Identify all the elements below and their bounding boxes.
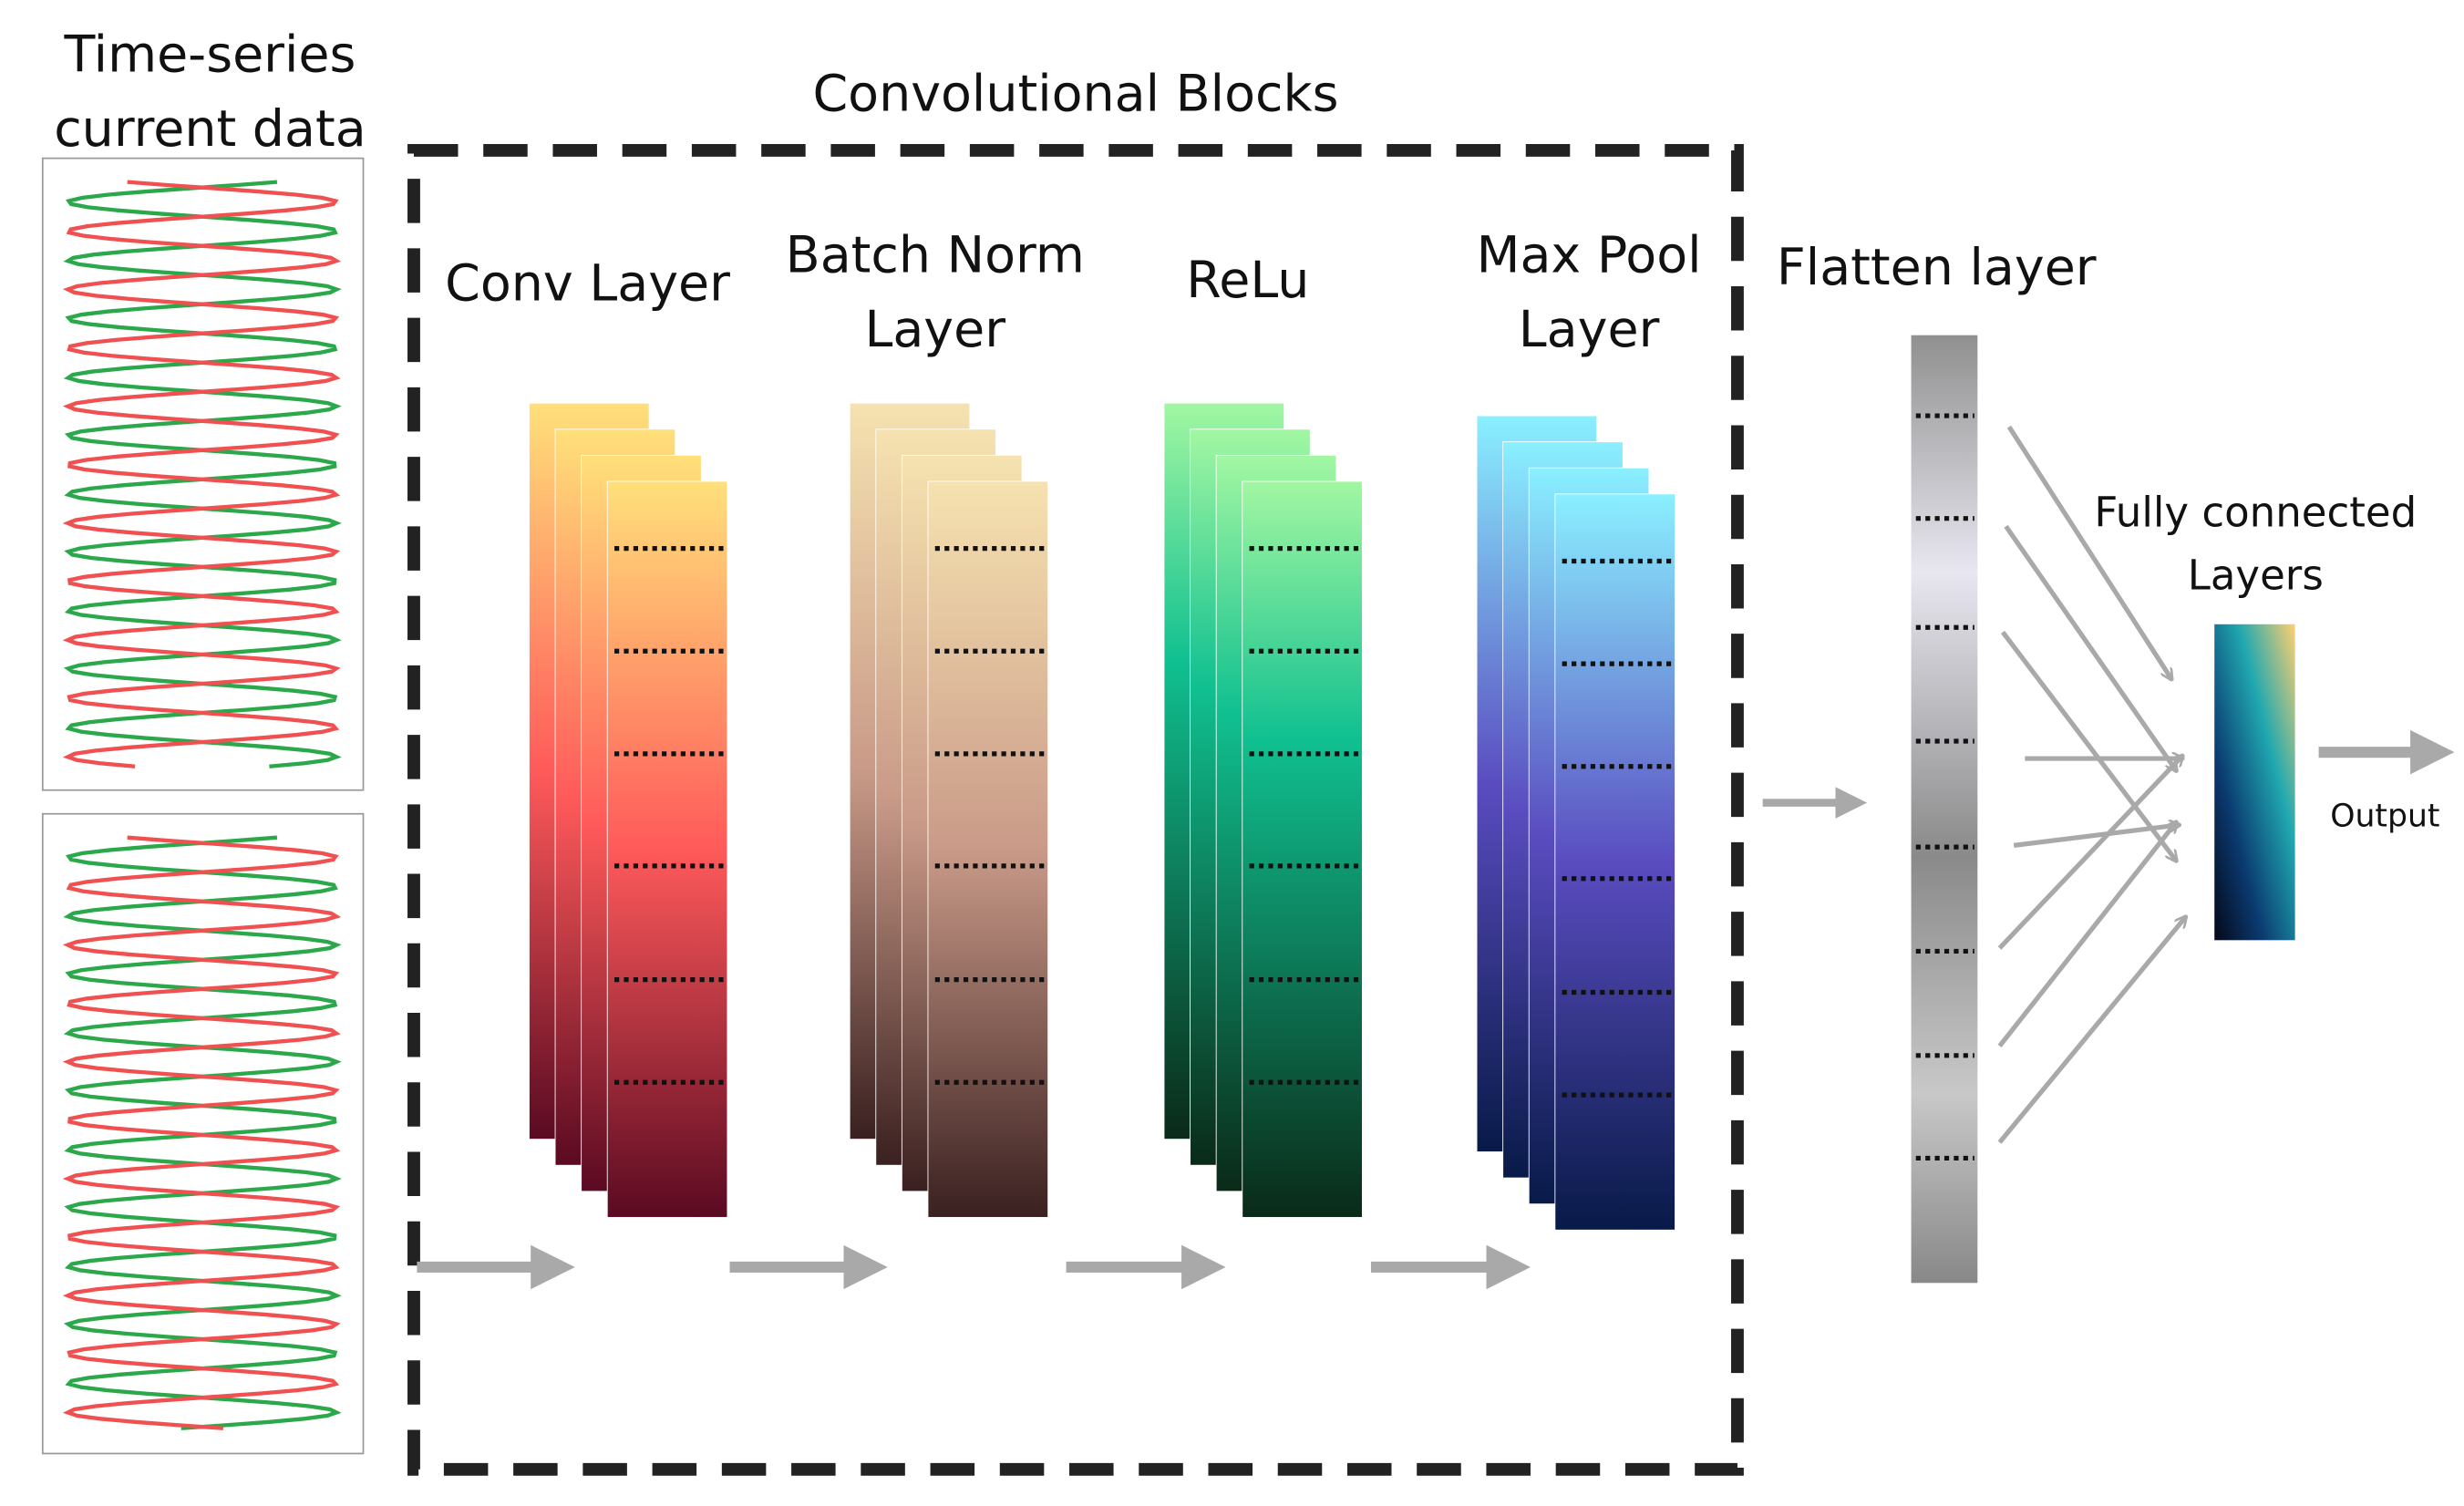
label: Conv Layer: [445, 255, 730, 314]
label: Max Pool: [1477, 226, 1702, 284]
waveform: [62, 835, 342, 1430]
label: Time-series: [64, 26, 356, 84]
label: Layer: [1519, 301, 1660, 359]
waveform: [63, 180, 342, 768]
label: Layer: [864, 301, 1005, 359]
label: current data: [54, 100, 366, 159]
waveform: [63, 835, 342, 1430]
waveform: [62, 180, 342, 768]
label: Flatten layer: [1777, 239, 2097, 297]
feature-map: [606, 480, 728, 1218]
connection: [2006, 425, 2171, 679]
connection: [2000, 630, 2177, 861]
label: ReLu: [1186, 252, 1309, 310]
feature-map: [1242, 480, 1363, 1218]
title: Convolutional Blocks: [812, 66, 1338, 124]
connection: [1997, 821, 2177, 1048]
connection: [1997, 756, 2183, 950]
label: Output: [2330, 799, 2439, 835]
flatten-bar: [1911, 335, 1978, 1284]
label: Batch Norm: [786, 226, 1085, 284]
conv-block-frame: [407, 144, 1744, 1476]
feature-map: [927, 480, 1049, 1218]
connection: [2013, 825, 2180, 848]
connection: [2004, 524, 2177, 771]
label: Layers: [2188, 552, 2324, 600]
connection: [1997, 916, 2186, 1144]
fc-block: [2214, 624, 2295, 941]
label: Fully connected: [2094, 488, 2417, 536]
feature-map: [1554, 493, 1675, 1231]
